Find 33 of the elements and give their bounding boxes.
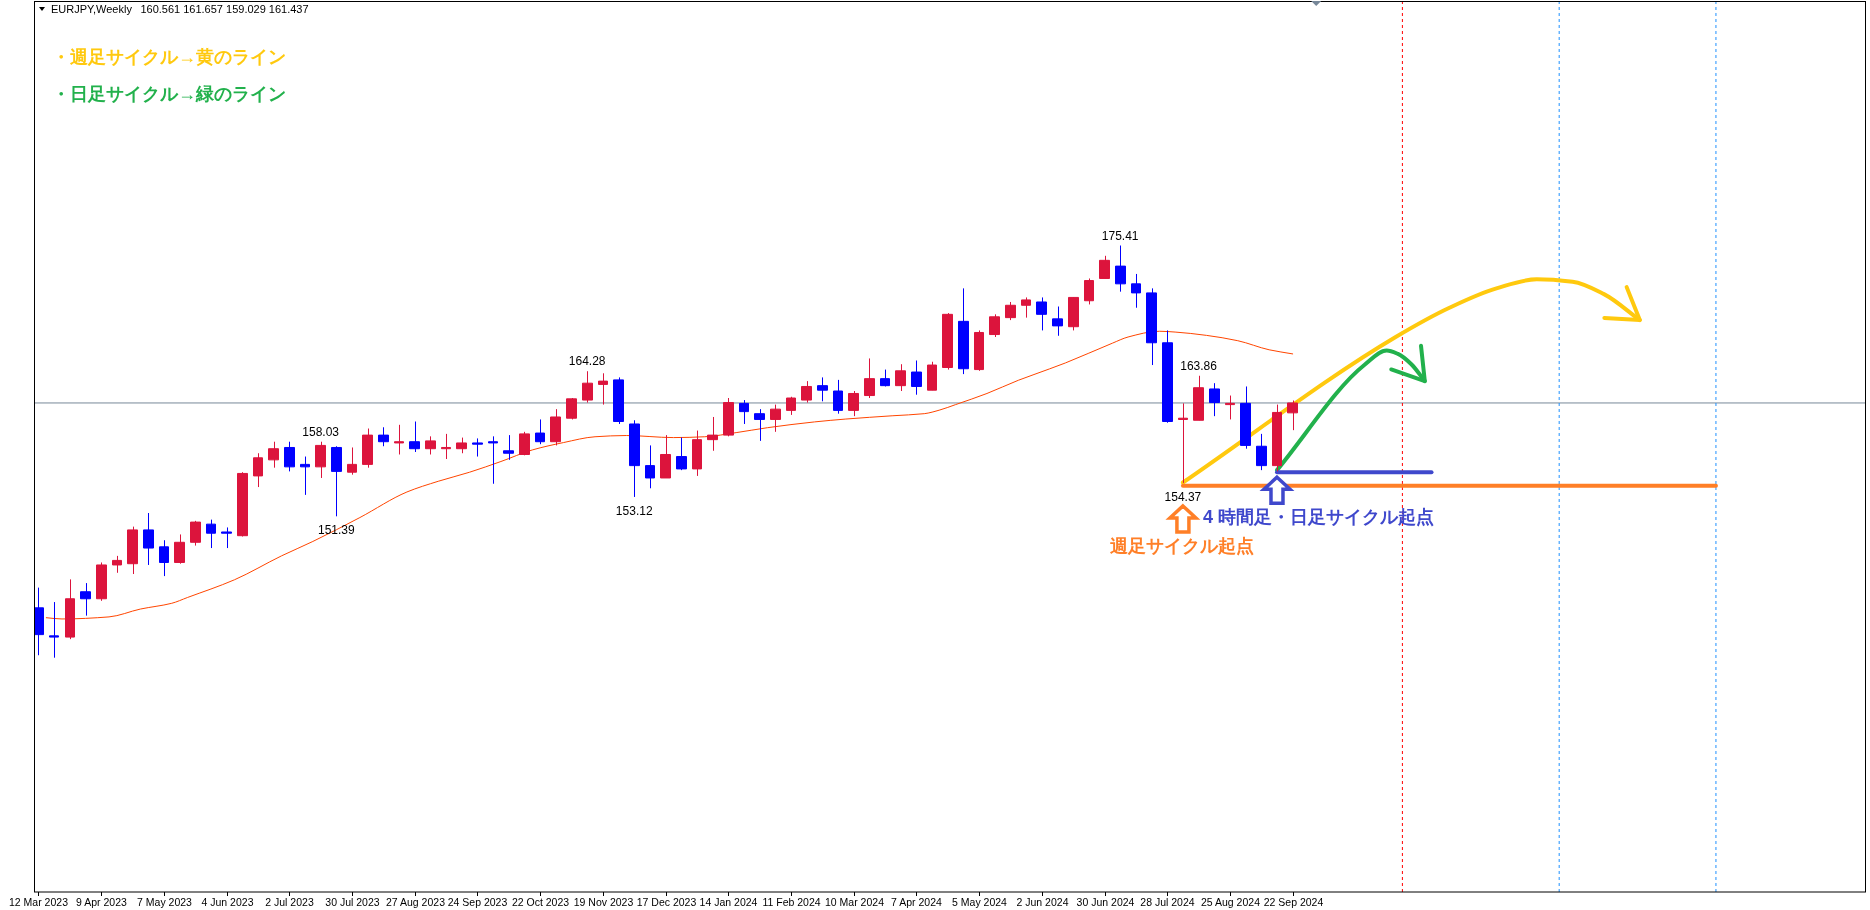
- x-tick-label: 7 May 2023: [137, 896, 193, 908]
- legend-label: ・週足サイクル→黄のライン: [52, 47, 286, 67]
- x-tick-label: 30 Jun 2024: [1076, 896, 1135, 908]
- x-tick-label: 2 Jul 2023: [265, 896, 314, 908]
- x-tick-label: 9 Apr 2023: [76, 896, 128, 908]
- x-tick-label: 5 May 2024: [952, 896, 1008, 908]
- chart-title: EURJPY,Weekly: [51, 3, 133, 15]
- x-tick-label: 27 Aug 2023: [386, 896, 446, 908]
- annotation: 164.28: [568, 354, 606, 369]
- x-tick-label: 14 Jan 2024: [699, 896, 758, 908]
- x-tick-label: 10 Mar 2024: [825, 896, 885, 908]
- annotation: 158.03: [302, 424, 340, 439]
- chart-subtitle: 160.561 161.657 159.029 161.437: [140, 3, 309, 15]
- x-tick-label: 4 Jun 2023: [201, 896, 254, 908]
- x-tick-label: 22 Oct 2023: [511, 896, 570, 908]
- annotation: 4 時間足・日足サイクル起点: [1202, 507, 1434, 528]
- annotation: 175.41: [1101, 228, 1139, 243]
- annotation: 163.86: [1180, 358, 1218, 373]
- x-tick-label: 11 Feb 2024: [762, 896, 821, 908]
- x-tick-label: 2 Jun 2024: [1016, 896, 1069, 908]
- x-tick-label: 7 Apr 2024: [891, 896, 943, 908]
- x-tick-label: 12 Mar 2023: [9, 896, 69, 908]
- annotation: 週足サイクル起点: [1108, 535, 1254, 556]
- x-tick-label: 19 Nov 2023: [573, 896, 634, 908]
- x-tick-label: 17 Dec 2023: [636, 896, 697, 908]
- annotation: 154.37: [1164, 489, 1202, 504]
- x-tick-label: 25 Aug 2024: [1201, 896, 1261, 908]
- x-tick-label: 28 Jul 2024: [1140, 896, 1195, 908]
- legend-label: ・日足サイクル→緑のライン: [52, 84, 286, 104]
- x-tick-label: 22 Sep 2024: [1263, 896, 1324, 908]
- annotation: 153.12: [615, 503, 653, 518]
- x-tick-label: 30 Jul 2023: [325, 896, 380, 908]
- x-tick-label: 24 Sep 2023: [447, 896, 508, 908]
